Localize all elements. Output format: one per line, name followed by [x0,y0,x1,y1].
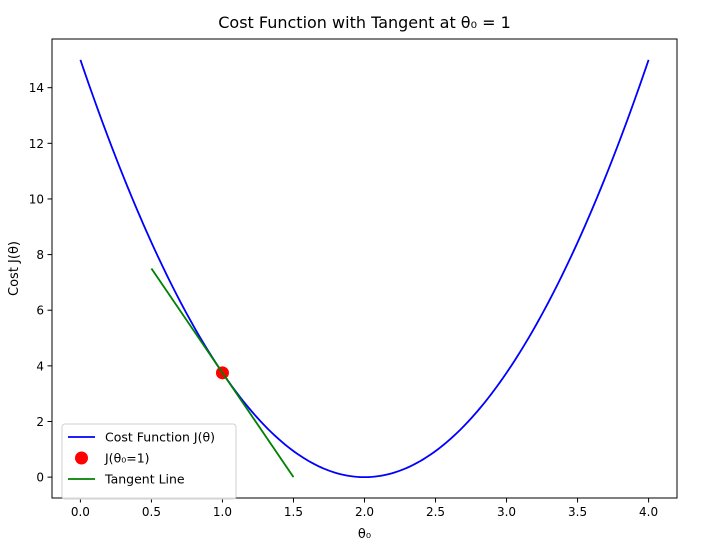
series-line-2 [150,267,295,478]
x-tick-label-3: 1.5 [284,505,303,519]
legend-label-2: Tangent Line [104,472,185,487]
x-tick-label-1: 0.5 [142,505,161,519]
x-axis: 0.0 0.5 1.0 1.5 2.0 2.5 3.0 3.5 4.0 [71,498,658,519]
x-tick-label-4: 2.0 [355,505,374,519]
x-tick-label-7: 3.5 [568,505,587,519]
x-tick-label-0: 0.0 [71,505,90,519]
legend-swatch-1 [75,451,88,465]
x-tick-label-6: 3.0 [497,505,516,519]
x-tick-label-5: 2.5 [426,505,445,519]
y-tick-label-1: 2 [36,415,44,429]
y-tick-label-6: 12 [29,137,44,151]
y-tick-label-3: 6 [36,304,44,318]
legend-label-1: J(θ₀=1) [104,451,150,466]
y-tick-label-2: 4 [36,359,44,373]
y-axis: 0 2 4 6 8 10 12 14 [29,81,52,485]
legend-box [61,423,237,500]
x-tick-label-8: 4.0 [639,505,658,519]
y-tick-label-7: 14 [29,81,44,95]
y-tick-label-5: 10 [29,192,44,206]
y-tick-label-4: 8 [36,248,44,262]
x-axis-label: θ₀ [358,527,371,542]
series-line-0 [79,59,650,479]
x-tick-label-2: 1.0 [213,505,232,519]
chart-title: Cost Function with Tangent at θ₀ = 1 [218,13,511,32]
y-axis-label: Cost J(θ) [7,241,22,296]
legend-label-0: Cost Function J(θ) [105,430,215,445]
plot-area [79,59,650,479]
legend: Cost Function J(θ) J(θ₀=1) Tangent Line [61,423,237,500]
y-tick-label-0: 0 [36,471,44,485]
